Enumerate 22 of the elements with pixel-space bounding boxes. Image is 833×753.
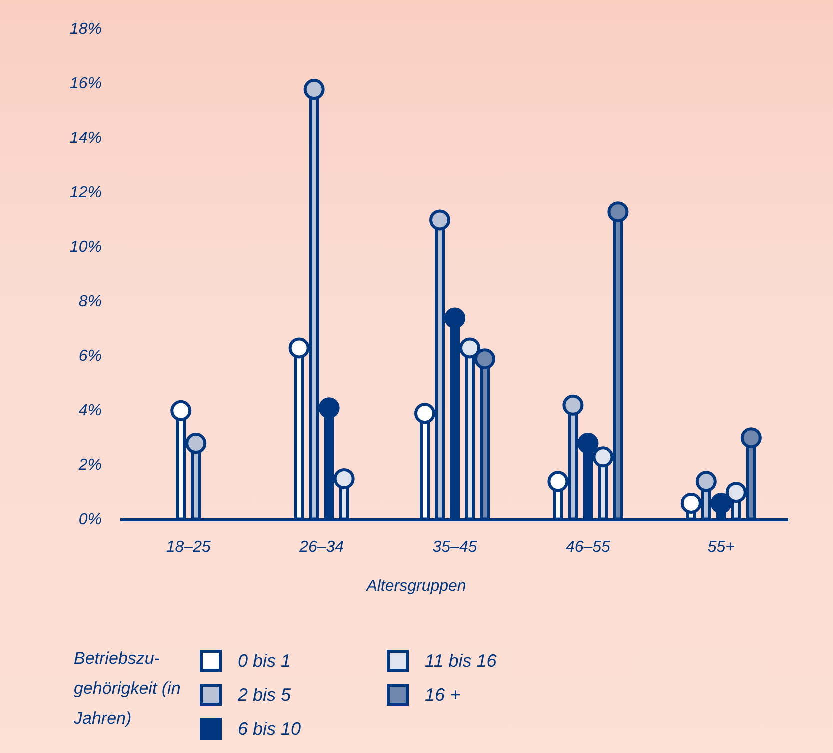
legend-title: Betriebszu-gehörigkeit (in Jahren) xyxy=(74,648,182,730)
x-tick-label: 26–34 xyxy=(298,538,344,556)
y-tick-label: 0% xyxy=(78,511,102,528)
y-tick-label: 12% xyxy=(70,184,102,202)
y-tick-label: 8% xyxy=(78,293,102,310)
y-tick-label: 16% xyxy=(70,76,102,93)
y-tick-label: 4% xyxy=(78,402,102,420)
x-tick-label: 35–45 xyxy=(432,538,478,556)
x-tick-label: 46–55 xyxy=(566,538,611,556)
legend-label: 2 bis 5 xyxy=(238,684,292,706)
x-axis-title: Altersgruppen xyxy=(365,578,468,596)
y-tick-label: 14% xyxy=(70,130,102,147)
y-tick-label: 18% xyxy=(70,21,102,38)
legend-label: 16 + xyxy=(425,684,461,706)
y-tick-label: 10% xyxy=(70,238,102,256)
x-tick-label: 18–25 xyxy=(166,538,211,556)
legend-label: 6 bis 10 xyxy=(238,718,302,740)
legend-label: 11 bis 16 xyxy=(425,650,497,672)
x-tick-label: 55+ xyxy=(708,538,735,556)
y-tick-label: 2% xyxy=(78,456,102,474)
legend-label: 0 bis 1 xyxy=(238,650,292,672)
y-tick-label: 6% xyxy=(78,348,102,365)
